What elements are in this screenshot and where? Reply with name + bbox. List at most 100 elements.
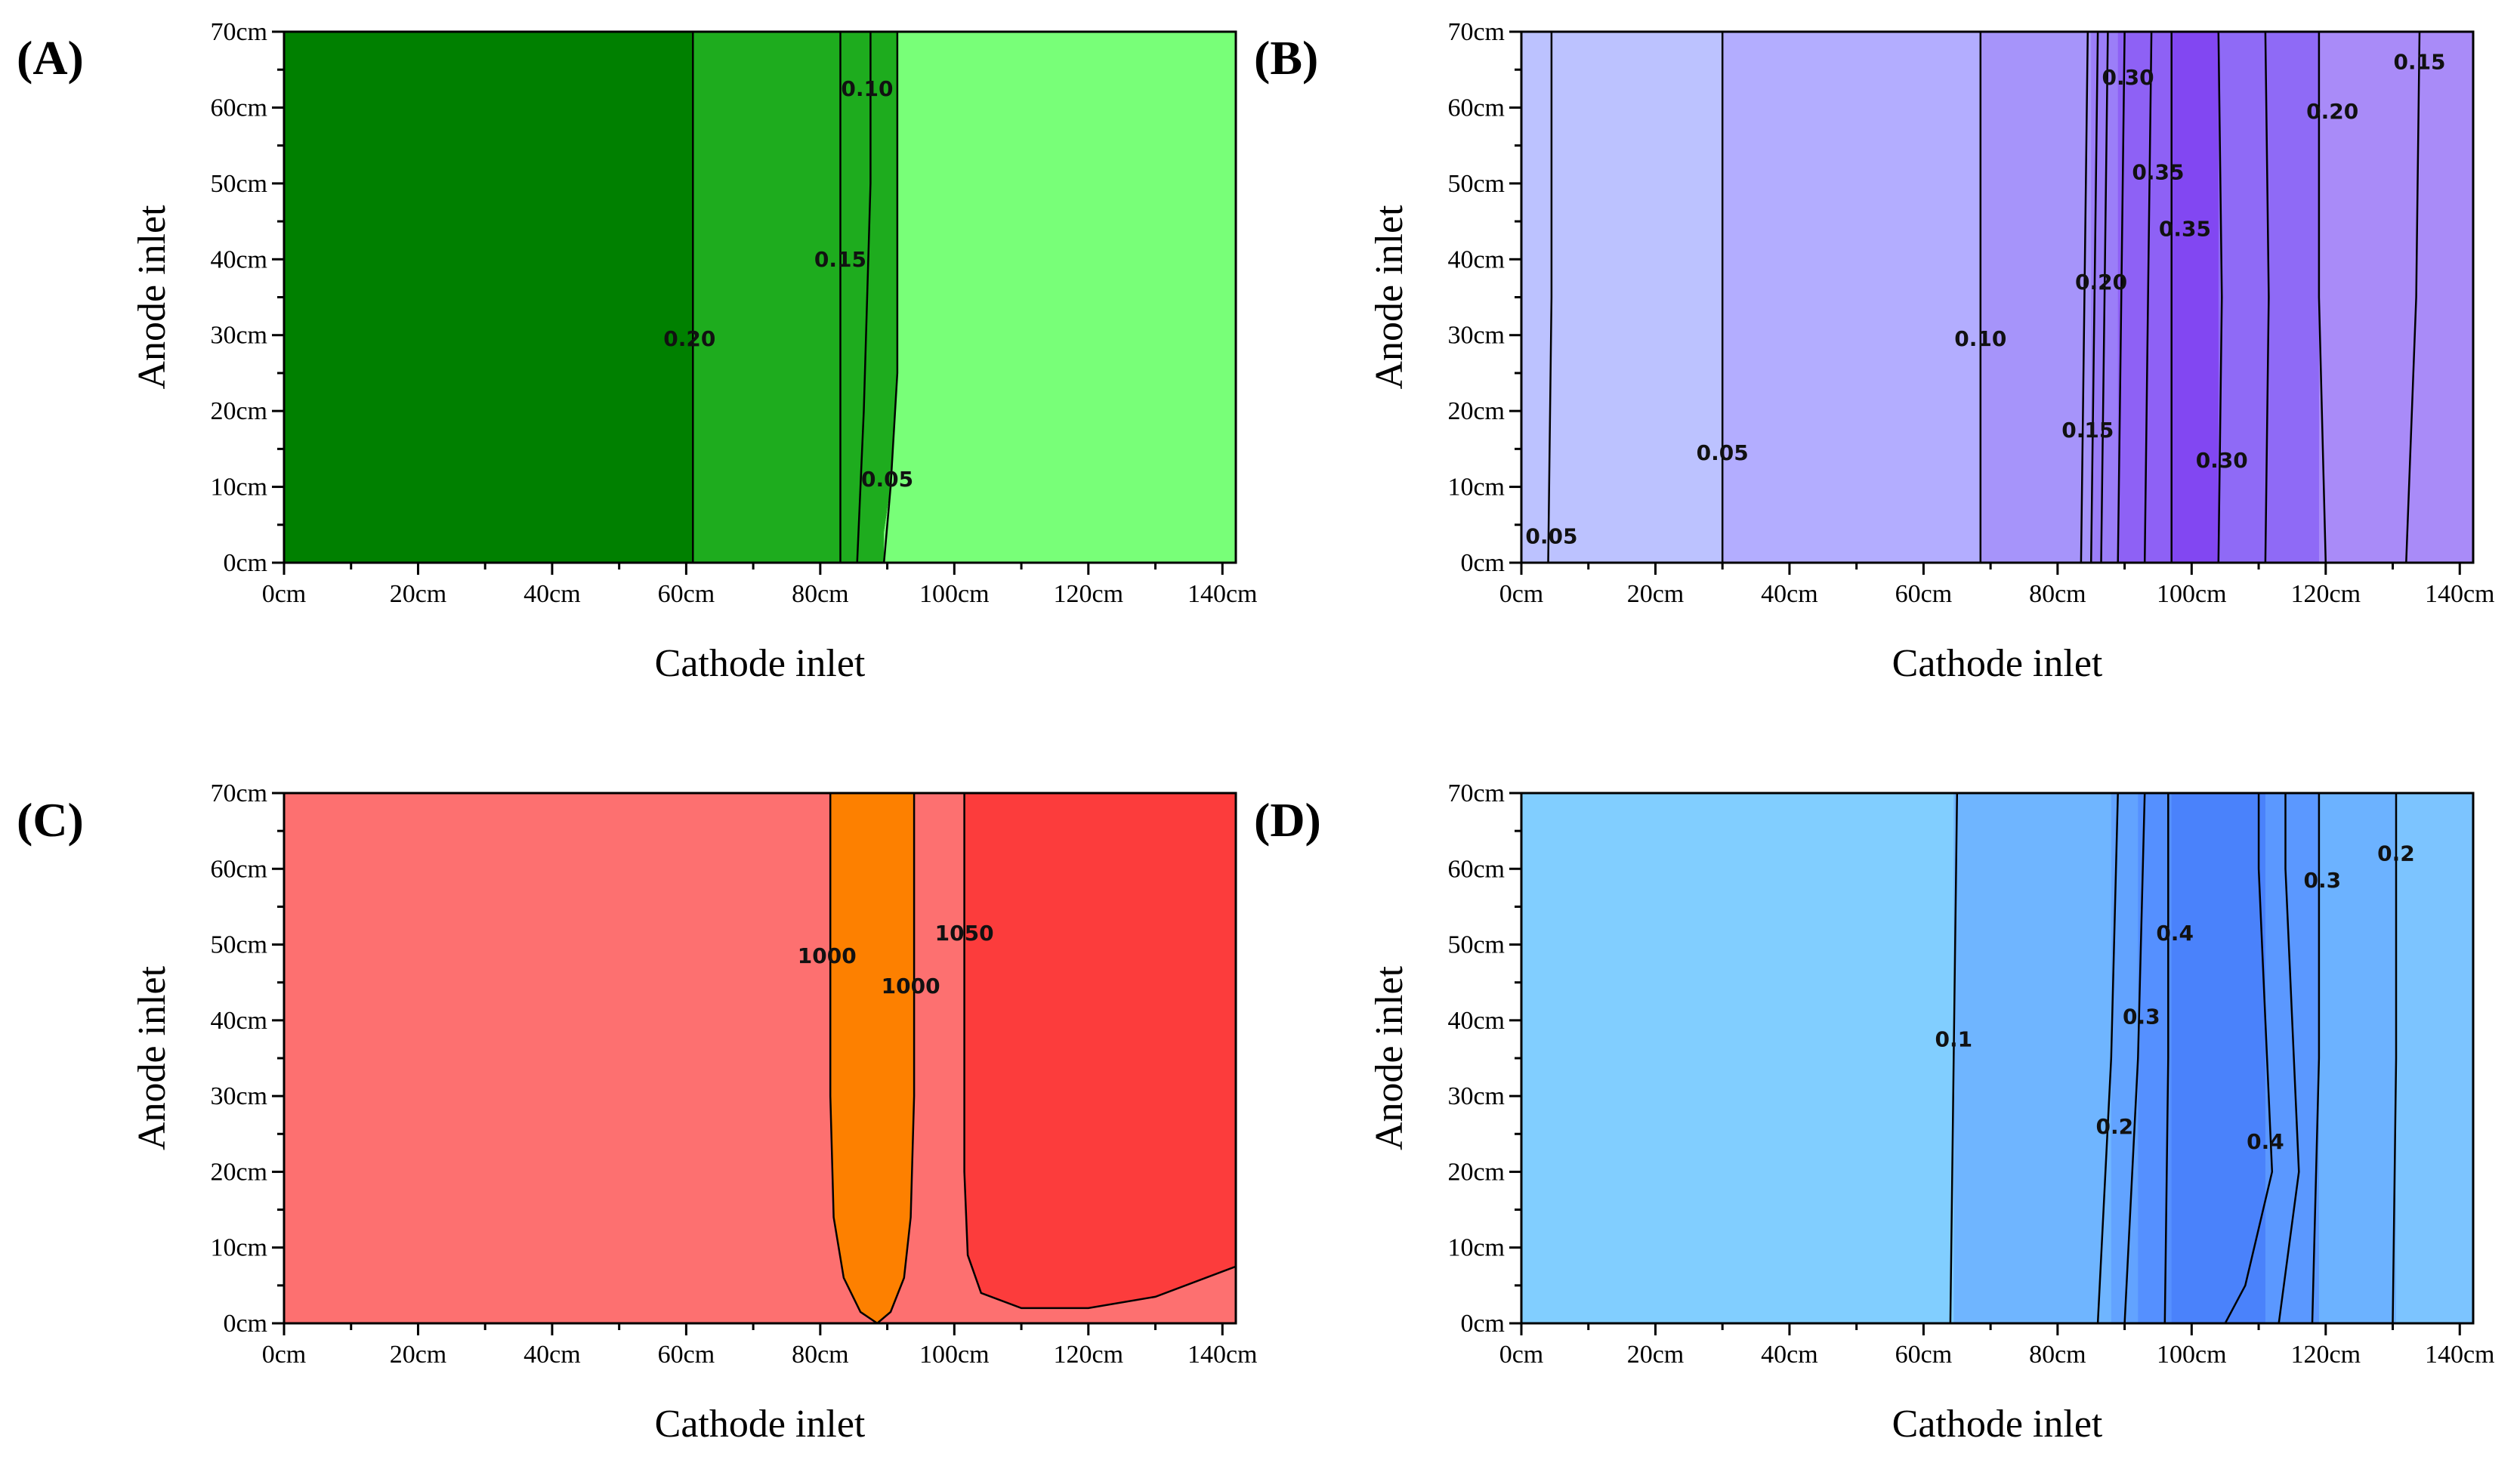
x-tick-label: 60cm	[658, 580, 715, 608]
x-tick-label: 20cm	[1627, 580, 1685, 608]
x-tick-label: 60cm	[1895, 1341, 1953, 1369]
y-tick-label: 40cm	[210, 1007, 267, 1035]
panel-letter: (A)	[17, 31, 84, 85]
contour-label: 1000	[798, 943, 857, 968]
x-tick-label: 40cm	[523, 1341, 581, 1369]
plot-area	[1521, 793, 2473, 1323]
y-tick-label: 70cm	[210, 18, 267, 46]
y-tick-label: 20cm	[1447, 1158, 1505, 1186]
contour-band-2	[1722, 32, 1981, 563]
contour-line-1	[1547, 32, 1553, 563]
contour-line-1	[829, 793, 916, 1323]
x-tick-label: 0cm	[1499, 580, 1544, 608]
panel-4: 0.1 0.2 0.3 0.4 0.4 0.3 0.2 0cm 20cm 40cm 60cm 80cm…	[1254, 779, 2495, 1446]
y-axis-title: Anode inlet	[1368, 205, 1411, 390]
y-tick-label: 50cm	[1447, 170, 1505, 198]
y-tick-label: 60cm	[210, 855, 267, 883]
x-tick-label: 80cm	[792, 580, 849, 608]
contour-line-8	[2392, 793, 2398, 1323]
x-tick-label: 120cm	[2291, 580, 2361, 608]
y-tick-label: 10cm	[1447, 474, 1505, 502]
contour-label: 0.3	[2123, 1004, 2160, 1029]
contour-band-3	[1980, 32, 2092, 563]
contour-label: 0.4	[2247, 1129, 2284, 1154]
contour-line-6	[2100, 32, 2109, 563]
x-tick-label: 80cm	[792, 1341, 849, 1369]
x-tick-label: 60cm	[1895, 580, 1953, 608]
x-tick-label: 120cm	[2291, 1341, 2361, 1369]
contour-line-13	[2405, 32, 2421, 563]
x-tick-label: 40cm	[1761, 1341, 1818, 1369]
contour-line-6	[2278, 793, 2300, 1323]
plot-area	[1521, 32, 2473, 563]
panel-letter: (D)	[1254, 793, 1321, 847]
contour-region-3	[884, 32, 1236, 563]
x-axis-title: Cathode inlet	[1892, 1403, 2103, 1446]
contour-band-8	[2395, 793, 2473, 1323]
panel-3: 1000 1000 1050 0cm 20cm 40cm 60cm 80cm 100cm 120c…	[17, 779, 1258, 1446]
contour-label: 0.05	[1697, 440, 1749, 465]
y-tick-label: 50cm	[210, 170, 267, 198]
contour-band-1	[1521, 793, 1954, 1323]
contour-label: 1000	[882, 974, 940, 999]
y-tick-label: 20cm	[210, 397, 267, 425]
contour-label: 0.15	[814, 247, 866, 272]
contour-line-3	[856, 32, 872, 563]
y-tick-label: 40cm	[1447, 1007, 1505, 1035]
contour-label: 0.20	[2075, 270, 2127, 295]
contour-label: 0.10	[1954, 326, 2006, 351]
contour-line-5	[2089, 32, 2099, 563]
y-tick-label: 30cm	[210, 322, 267, 350]
contour-line-8	[2143, 32, 2153, 563]
contour-line-7	[2311, 793, 2321, 1323]
y-axis-title: Anode inlet	[1368, 965, 1411, 1150]
y-tick-label: 20cm	[1447, 397, 1505, 425]
y-tick-label: 30cm	[1447, 322, 1505, 350]
y-tick-label: 70cm	[1447, 18, 1505, 46]
contour-label: 0.20	[663, 326, 715, 351]
contour-label: 0.2	[2095, 1114, 2133, 1139]
y-tick-label: 10cm	[210, 474, 267, 502]
x-tick-label: 40cm	[523, 580, 581, 608]
x-tick-label: 100cm	[919, 580, 990, 608]
contour-label: 0.1	[1935, 1026, 1973, 1051]
y-tick-label: 70cm	[210, 779, 267, 807]
x-tick-label: 140cm	[1187, 580, 1258, 608]
contour-band-1	[1521, 32, 1723, 563]
contour-label: 0.2	[2377, 841, 2415, 866]
y-tick-label: 50cm	[1447, 931, 1505, 959]
x-tick-label: 120cm	[1054, 1341, 1124, 1369]
y-tick-label: 50cm	[210, 931, 267, 959]
y-tick-label: 60cm	[210, 94, 267, 122]
contour-band-6	[2171, 32, 2219, 563]
x-tick-label: 40cm	[1761, 580, 1818, 608]
contour-label: 1050	[935, 921, 994, 946]
contour-line-2	[963, 793, 1236, 1310]
x-tick-label: 20cm	[390, 1341, 447, 1369]
contour-label: 0.30	[2102, 65, 2154, 90]
y-tick-label: 40cm	[1447, 245, 1505, 273]
contour-label: 0.35	[2159, 217, 2211, 242]
x-tick-label: 0cm	[262, 580, 307, 608]
contour-label: 0.30	[2196, 448, 2248, 473]
x-tick-label: 140cm	[1187, 1341, 1258, 1369]
contour-line-10	[2217, 32, 2223, 563]
y-tick-label: 0cm	[1460, 1310, 1505, 1338]
contour-line-4	[2163, 793, 2169, 1323]
x-tick-label: 120cm	[1054, 580, 1124, 608]
x-tick-label: 20cm	[390, 580, 447, 608]
y-tick-label: 70cm	[1447, 779, 1505, 807]
contour-label: 0.15	[2393, 50, 2445, 75]
y-tick-label: 40cm	[210, 245, 267, 273]
contour-line-5	[2224, 793, 2274, 1323]
x-axis-title: Cathode inlet	[655, 642, 866, 685]
contour-band-5	[2171, 793, 2266, 1323]
contour-line-7	[2117, 32, 2126, 563]
y-tick-label: 60cm	[1447, 855, 1505, 883]
contour-region-1	[284, 32, 693, 563]
x-tick-label: 140cm	[2425, 1341, 2495, 1369]
contour-line-4	[2080, 32, 2089, 563]
x-axis-title: Cathode inlet	[1892, 642, 2103, 685]
x-tick-label: 100cm	[2157, 580, 2227, 608]
